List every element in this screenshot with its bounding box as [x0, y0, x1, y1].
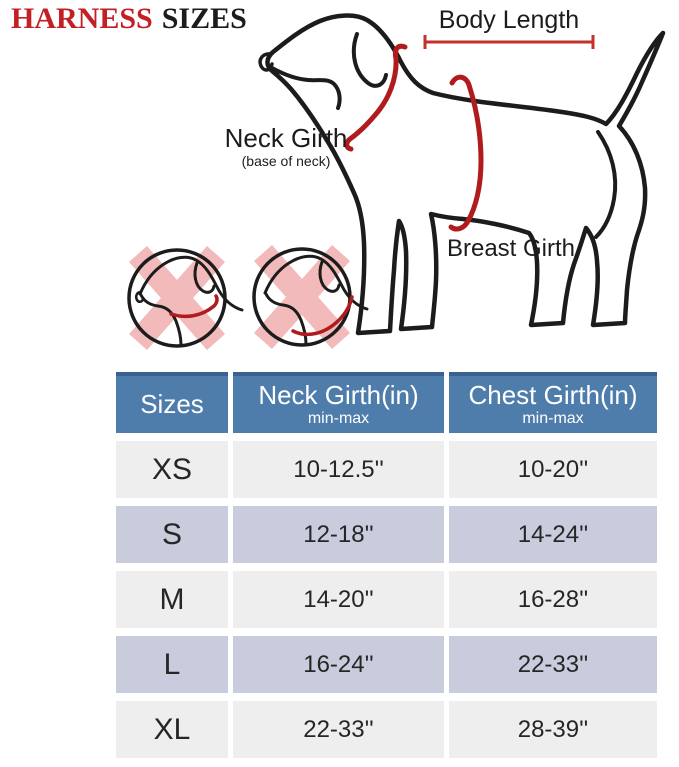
wrong-neck-measure-low-icon: [252, 245, 369, 349]
column-header-sizes: Sizes: [116, 372, 228, 433]
neck-girth-label-main: Neck Girth: [224, 123, 348, 153]
column-header-sublabel: min-max: [307, 409, 370, 427]
chest-girth-cell: 22-33'': [449, 636, 657, 693]
column-header-label: Sizes: [140, 388, 204, 419]
size-cell: XL: [116, 701, 228, 758]
dog-cheek-line: [270, 66, 342, 110]
column-header-chest-girth: Chest Girth(in) min-max: [449, 372, 657, 433]
neck-girth-cell: 14-20'': [233, 571, 444, 628]
column-header-sublabel: min-max: [522, 409, 584, 427]
dog-ear-icon: [351, 32, 388, 88]
title-word-sizes: SIZES: [161, 2, 247, 35]
chest-girth-cell: 10-20'': [449, 441, 657, 498]
chest-girth-cell: 28-39'': [449, 701, 657, 758]
neck-girth-cell: 22-33'': [233, 701, 444, 758]
chest-girth-cell: 14-24'': [449, 506, 657, 563]
neck-girth-cell: 10-12.5'': [233, 441, 444, 498]
size-cell: S: [116, 506, 228, 563]
chest-girth-cell: 16-28'': [449, 571, 657, 628]
body-length-label: Body Length: [438, 6, 580, 34]
column-header-label: Chest Girth(in): [468, 380, 638, 411]
neck-girth-measure-line: [344, 43, 408, 152]
neck-girth-cell: 16-24'': [233, 636, 444, 693]
size-cell: XS: [116, 441, 228, 498]
size-cell: L: [116, 636, 228, 693]
dog-thigh-line: [594, 130, 618, 239]
breast-girth-label: Breast Girth: [446, 235, 576, 262]
column-header-label: Neck Girth(in): [258, 380, 419, 411]
column-header-neck-girth: Neck Girth(in) min-max: [233, 372, 444, 433]
dog-nostril-icon: [258, 52, 274, 72]
size-cell: M: [116, 571, 228, 628]
neck-girth-label: Neck Girth (base of neck): [213, 124, 359, 169]
neck-girth-label-sub: (base of neck): [241, 152, 331, 169]
size-chart-table: Sizes Neck Girth(in) min-max Chest Girth…: [116, 372, 657, 758]
page-title: HARNESS SIZES: [11, 2, 247, 36]
neck-girth-cell: 12-18'': [233, 506, 444, 563]
breast-girth-measure-line: [448, 74, 484, 232]
body-length-ruler: [423, 35, 595, 49]
title-word-harness: HARNESS: [11, 2, 153, 35]
wrong-neck-measure-high-icon: [127, 246, 244, 350]
dog-measurement-diagram: [127, 13, 666, 350]
